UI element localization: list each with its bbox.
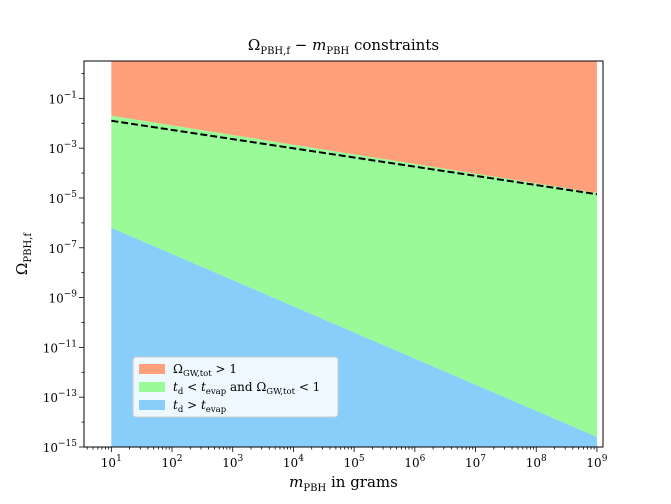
xlabel-m-sub: PBH	[303, 483, 326, 494]
title-omega: Ω	[248, 36, 260, 54]
legend-label: td < tevap and ΩGW,tot < 1	[173, 380, 320, 397]
ylabel-omega-sub: PBH,f	[23, 232, 34, 263]
legend-swatch	[139, 364, 165, 374]
region-2	[111, 115, 597, 438]
y-tick-label: 10−13	[43, 389, 78, 405]
y-axis-label: ΩPBH,f	[13, 232, 34, 275]
x-tick-label: 105	[344, 454, 365, 470]
y-tick-label: 10−11	[43, 339, 77, 355]
xlabel-rest: in grams	[326, 473, 398, 491]
x-axis-ticks: 101 102 103 104 105 106 107 108 109	[86, 447, 608, 470]
title-omega-sub: PBH,f	[260, 46, 291, 57]
title-m-sub: PBH	[326, 46, 349, 57]
legend-label: td > tevap	[173, 398, 227, 415]
y-tick-label: 10−9	[48, 290, 77, 306]
plot-frame	[83, 60, 604, 448]
title-minus: −	[290, 36, 312, 54]
x-tick-label: 106	[404, 454, 425, 470]
x-tick-label: 104	[283, 454, 304, 470]
dashed-boundary-line	[111, 119, 598, 196]
title-m: m	[312, 36, 326, 54]
legend-box	[132, 356, 339, 418]
ylabel-omega: Ω	[13, 263, 31, 275]
legend-swatch	[139, 400, 165, 410]
x-tick-label: 107	[465, 454, 486, 470]
y-tick-label: 10−15	[43, 439, 78, 455]
y-tick-label: 10−3	[48, 140, 77, 156]
y-tick-label: 10−5	[48, 190, 77, 206]
x-tick-label: 101	[101, 454, 122, 470]
y-tick-label: 10−7	[48, 240, 77, 256]
legend: ΩGW,tot > 1td < tevap and ΩGW,tot < 1td …	[132, 356, 339, 418]
y-tick-label: 10−1	[48, 90, 77, 106]
x-tick-label: 109	[586, 454, 607, 470]
xlabel-m: m	[289, 473, 303, 491]
y-axis-ticks: 10−1 10−3 10−5 10−7 10−9 10−11 10−13 10−15	[43, 73, 84, 455]
x-tick-label: 108	[526, 454, 547, 470]
region-1	[111, 61, 597, 193]
x-tick-label: 103	[222, 454, 243, 470]
title-rest: constraints	[349, 36, 439, 54]
x-tick-label: 102	[162, 454, 183, 470]
legend-label: ΩGW,tot > 1	[173, 362, 237, 379]
chart-dashed-line-group	[111, 119, 598, 196]
chart-title: ΩPBH,f − mPBH constraints	[248, 36, 439, 57]
x-axis-label: mPBH in grams	[289, 473, 398, 494]
legend-swatch	[139, 382, 165, 392]
